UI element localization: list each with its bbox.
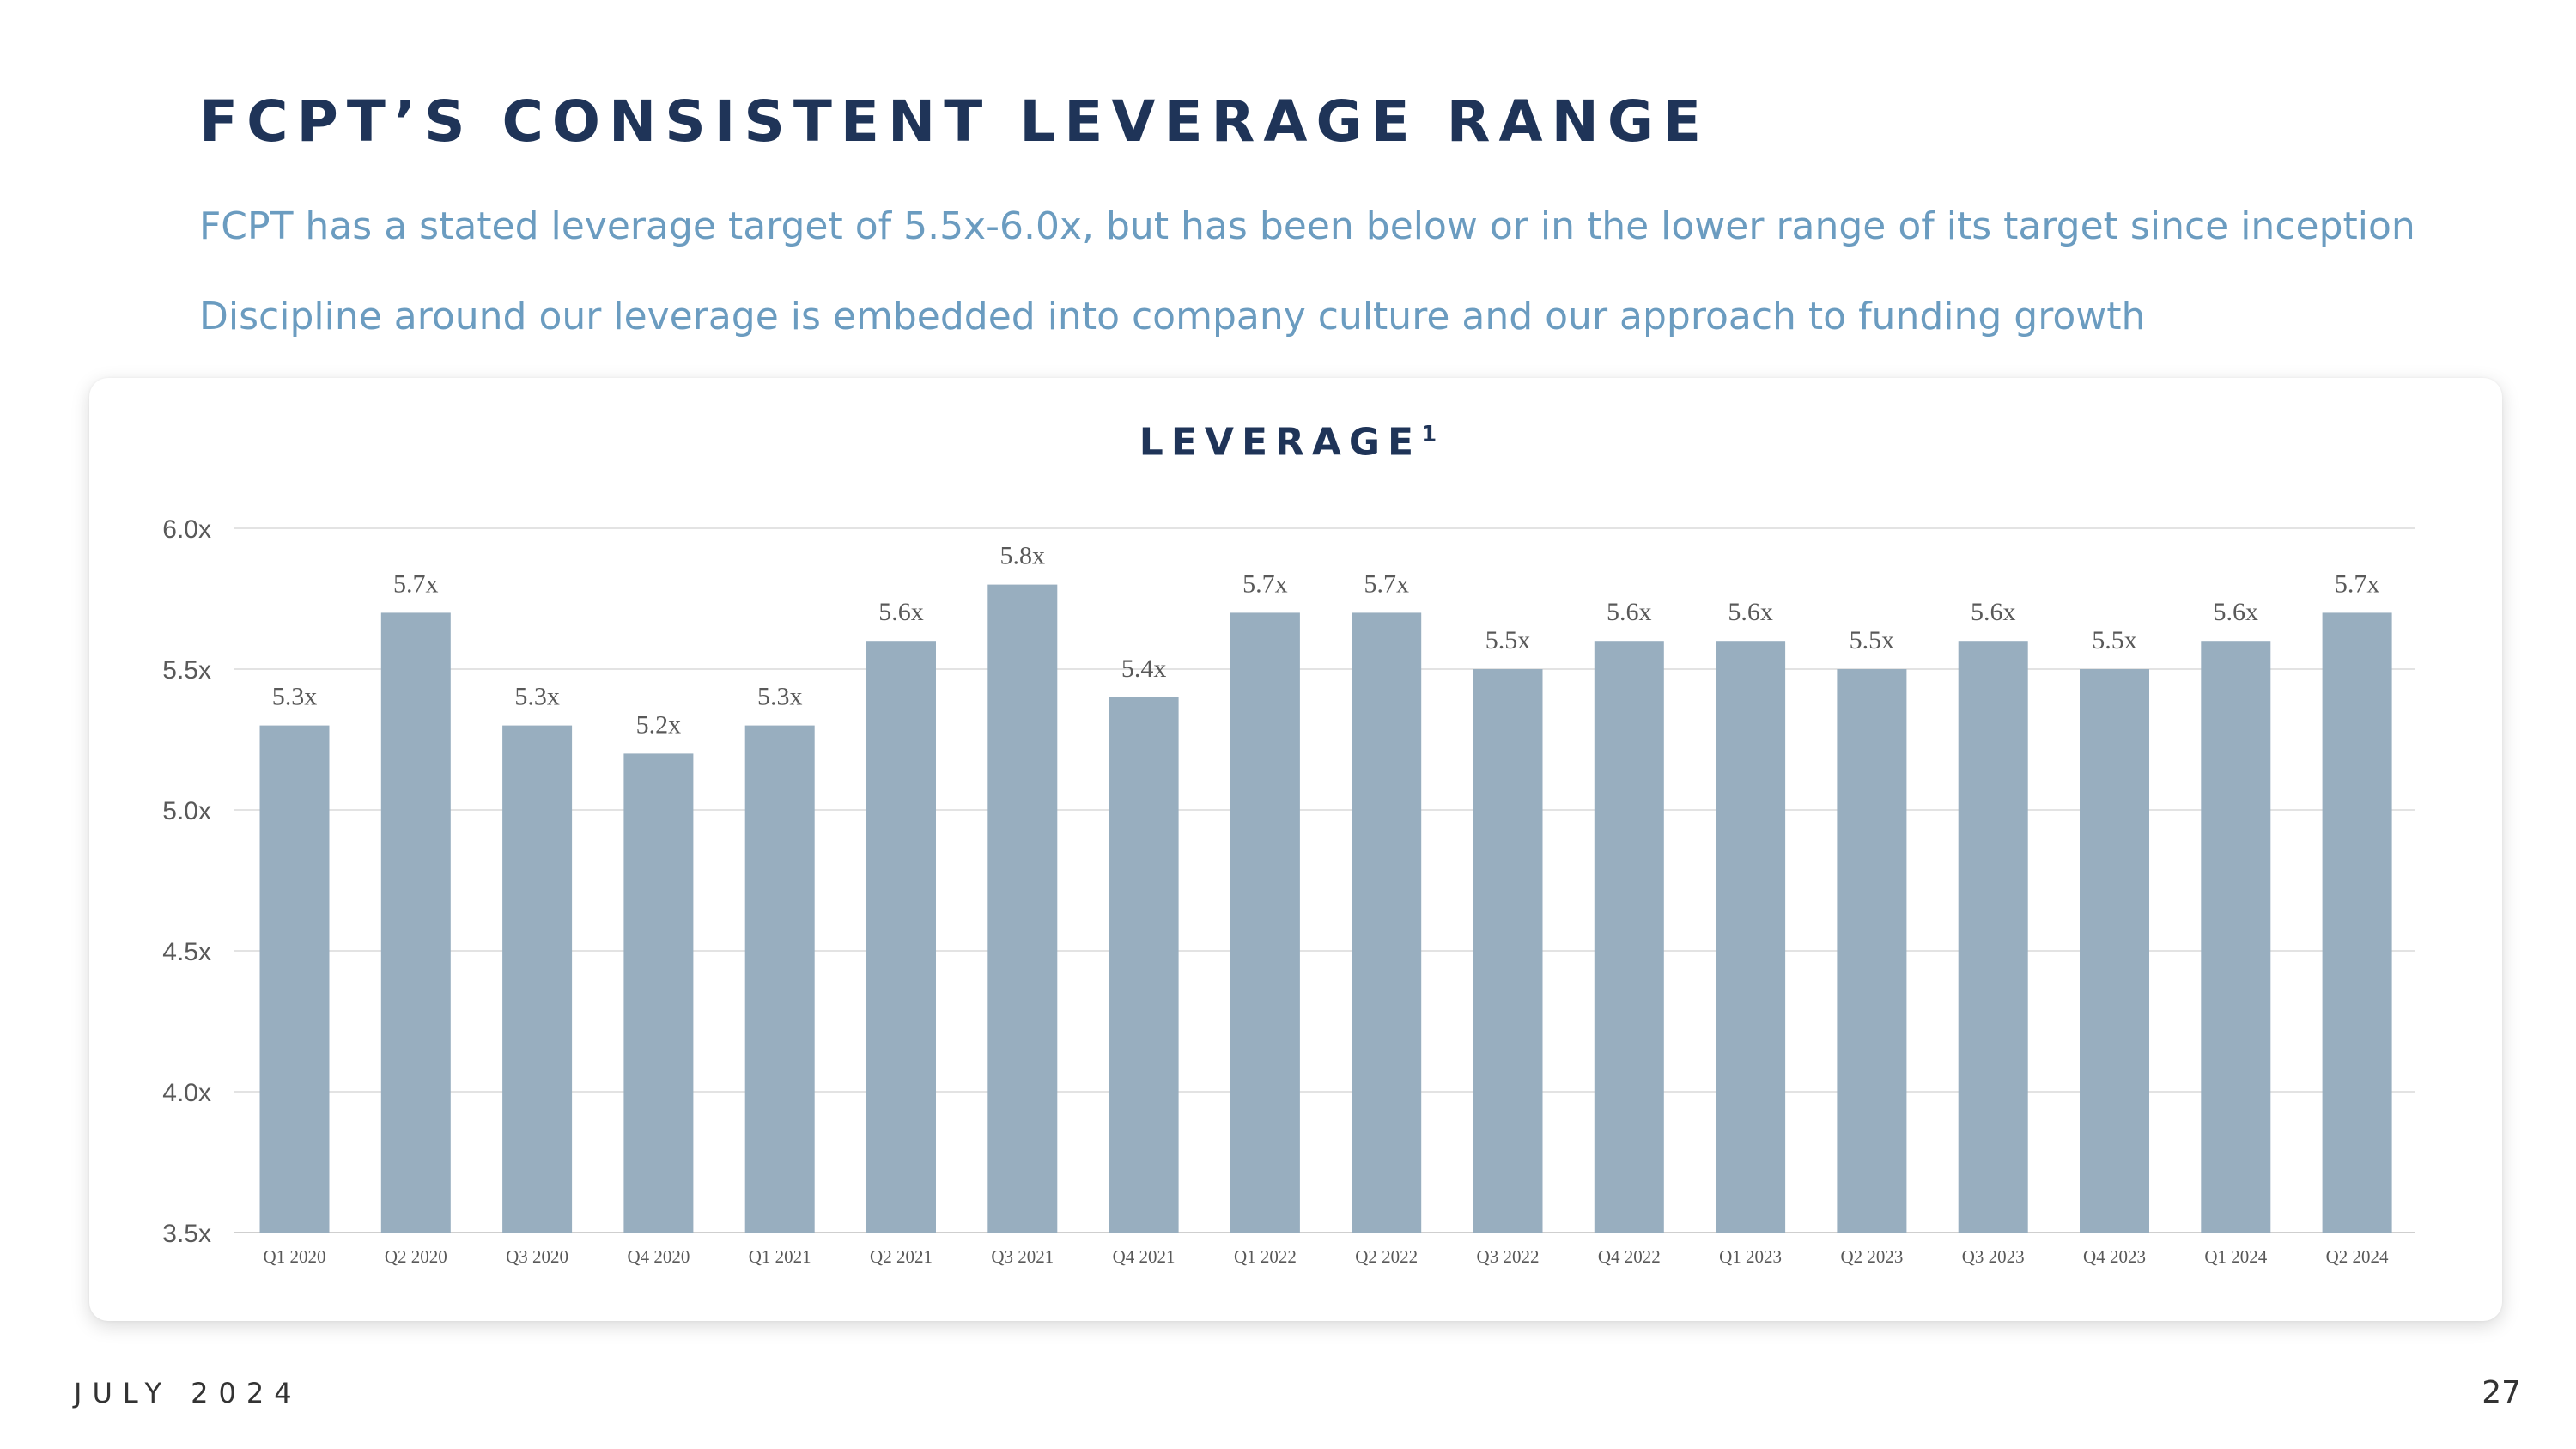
x-tick-label: Q4 2023 bbox=[2083, 1246, 2146, 1267]
bar bbox=[380, 612, 451, 1233]
x-tick-label: Q1 2020 bbox=[264, 1246, 326, 1267]
x-tick-label: Q4 2020 bbox=[627, 1246, 690, 1267]
chart-title-text: LEVERAGE bbox=[1139, 420, 1422, 465]
x-tick-label: Q2 2021 bbox=[870, 1246, 933, 1267]
x-tick-label: Q2 2023 bbox=[1840, 1246, 1903, 1267]
data-label: 5.5x bbox=[1485, 626, 1531, 654]
bar bbox=[744, 725, 815, 1233]
page-number: 27 bbox=[2482, 1375, 2521, 1410]
bar bbox=[1716, 641, 1786, 1233]
data-label: 5.6x bbox=[878, 598, 924, 626]
x-tick-label: Q1 2023 bbox=[1719, 1246, 1782, 1267]
data-label: 5.6x bbox=[1728, 598, 1773, 626]
x-tick-label: Q3 2021 bbox=[991, 1246, 1054, 1267]
bar bbox=[502, 725, 573, 1233]
y-tick-label: 5.0x bbox=[162, 797, 211, 825]
footer-date: JULY 2024 bbox=[74, 1377, 302, 1409]
x-tick-label: Q2 2022 bbox=[1355, 1246, 1418, 1267]
y-tick-label: 4.0x bbox=[162, 1079, 211, 1107]
x-tick-label: Q4 2022 bbox=[1598, 1246, 1661, 1267]
bar bbox=[1473, 669, 1543, 1233]
slide-title: FCPT’S CONSISTENT LEVERAGE RANGE bbox=[199, 88, 1710, 155]
bar bbox=[1958, 641, 2028, 1233]
data-label: 5.8x bbox=[1000, 542, 1046, 570]
bar bbox=[866, 641, 936, 1233]
data-label: 5.3x bbox=[757, 683, 803, 711]
data-label: 5.7x bbox=[1364, 569, 1409, 598]
chart-title-footnote: 1 bbox=[1421, 422, 1437, 447]
data-label: 5.7x bbox=[2335, 569, 2380, 598]
data-label: 5.3x bbox=[272, 683, 318, 711]
bar bbox=[2201, 641, 2271, 1233]
x-tick-label: Q3 2020 bbox=[506, 1246, 568, 1267]
y-tick-label: 6.0x bbox=[162, 515, 211, 544]
data-label: 5.6x bbox=[2214, 598, 2259, 626]
x-tick-label: Q3 2023 bbox=[1962, 1246, 2025, 1267]
x-tick-label: Q4 2021 bbox=[1113, 1246, 1176, 1267]
x-tick-label: Q2 2024 bbox=[2326, 1246, 2389, 1267]
x-tick-label: Q1 2021 bbox=[749, 1246, 811, 1267]
data-label: 5.6x bbox=[1607, 598, 1652, 626]
y-tick-label: 3.5x bbox=[162, 1220, 211, 1248]
data-label: 5.5x bbox=[1850, 626, 1895, 654]
x-tick-label: Q2 2020 bbox=[385, 1246, 447, 1267]
bar bbox=[2322, 612, 2392, 1233]
subtitle-leverage-target: FCPT has a stated leverage target of 5.5… bbox=[199, 204, 2415, 248]
bar bbox=[1594, 641, 1664, 1233]
data-label: 5.7x bbox=[393, 569, 439, 598]
y-tick-label: 4.5x bbox=[162, 938, 211, 966]
x-tick-label: Q1 2022 bbox=[1234, 1246, 1297, 1267]
y-tick-label: 5.5x bbox=[162, 656, 211, 685]
bar bbox=[259, 725, 330, 1233]
chart-title: LEVERAGE1 bbox=[0, 411, 2576, 467]
x-tick-label: Q3 2022 bbox=[1477, 1246, 1540, 1267]
bar bbox=[987, 584, 1058, 1233]
data-label: 5.6x bbox=[1971, 598, 2016, 626]
data-label: 5.2x bbox=[636, 710, 682, 739]
bar bbox=[1109, 697, 1179, 1233]
x-tick-label: Q1 2024 bbox=[2204, 1246, 2267, 1267]
bar bbox=[1352, 612, 1422, 1233]
subtitle-discipline: Discipline around our leverage is embedd… bbox=[199, 295, 2146, 338]
bar bbox=[1837, 669, 1907, 1233]
data-label: 5.7x bbox=[1242, 569, 1288, 598]
data-label: 5.3x bbox=[514, 683, 560, 711]
data-label: 5.5x bbox=[2092, 626, 2137, 654]
data-label: 5.4x bbox=[1121, 654, 1167, 683]
bar bbox=[2080, 669, 2149, 1233]
bar bbox=[1230, 612, 1300, 1233]
bar bbox=[623, 753, 694, 1233]
